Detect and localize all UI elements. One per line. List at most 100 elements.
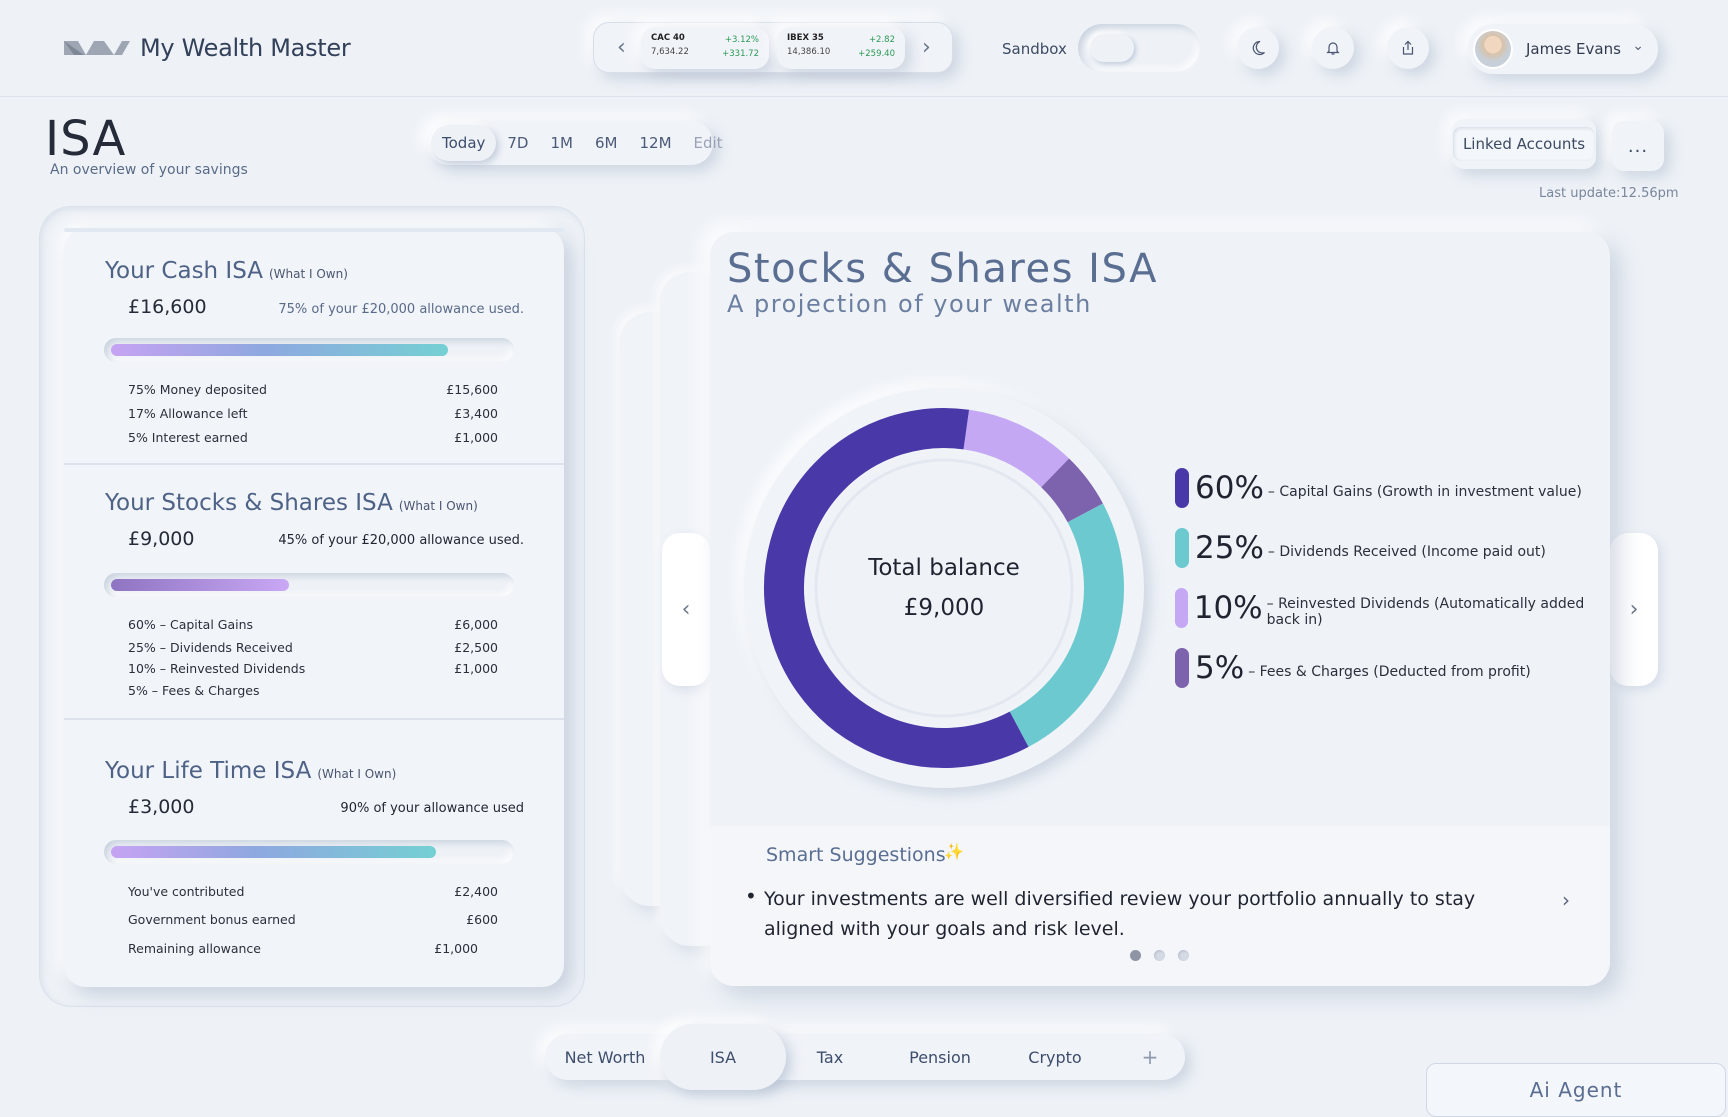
linked-accounts-button[interactable]: Linked Accounts [1452, 119, 1596, 169]
list-item: Government bonus earned £600 [128, 912, 498, 927]
lifetime-isa-section: Your Life Time ISA (What I Own) £3,000 90… [64, 720, 564, 987]
list-item: 10% – Reinvested Dividends £1,000 [128, 661, 498, 676]
progress-fill [111, 846, 436, 858]
card-top-edge [64, 228, 564, 232]
ticker-card-cac40[interactable]: CAC 40 7,634.22 +3.12% +331.72 [641, 27, 769, 69]
list-item: 5% Interest earned £1,000 [128, 430, 498, 445]
cash-isa-amount: £16,600 [128, 296, 207, 318]
lifetime-isa-progress [104, 840, 514, 864]
donut-center: Total balance £9,000 [744, 388, 1144, 788]
list-item: 75% Money deposited £15,600 [128, 382, 498, 397]
row-value: £6,000 [454, 617, 498, 632]
market-ticker: ‹ CAC 40 7,634.22 +3.12% +331.72 IBEX 35… [593, 22, 953, 73]
range-tab-today[interactable]: Today [431, 125, 497, 161]
ai-agent-button[interactable]: Ai Agent [1426, 1063, 1726, 1117]
range-tab-1m[interactable]: 1M [550, 134, 573, 152]
smart-suggestions: Smart Suggestions ✨ • Your investments a… [710, 826, 1610, 986]
row-label: 17% Allowance left [128, 406, 248, 421]
chevron-down-icon: ⌄ [1632, 38, 1644, 54]
range-tab-12m[interactable]: 12M [639, 134, 672, 152]
ticker-card-ibex35[interactable]: IBEX 35 14,386.10 +2.82 +259.40 [777, 27, 905, 69]
legend-desc: – Reinvested Dividends (Automatically ad… [1266, 596, 1585, 628]
user-menu[interactable]: James Evans ⌄ [1468, 24, 1658, 74]
section-divider [64, 718, 564, 720]
stocks-isa-title: Your Stocks & Shares ISA (What I Own) [105, 490, 478, 516]
bullet: • [745, 884, 757, 908]
section-title-text: Your Stocks & Shares ISA [105, 490, 393, 516]
list-item: 5% – Fees & Charges [128, 683, 498, 698]
nav-isa[interactable]: ISA [660, 1024, 786, 1090]
avatar [1473, 29, 1513, 69]
bell-icon[interactable] [1312, 27, 1354, 69]
ticker-next-icon[interactable]: › [922, 35, 931, 60]
range-tab-7d[interactable]: 7D [507, 134, 529, 152]
carousel-next-button[interactable]: › [1610, 533, 1658, 686]
carousel-dot[interactable] [1130, 950, 1141, 961]
ellipsis-icon: ... [1627, 135, 1649, 157]
share-icon[interactable] [1387, 27, 1429, 69]
row-label: 25% – Dividends Received [128, 640, 293, 655]
donut-value: £9,000 [903, 595, 985, 621]
section-tag: (What I Own) [398, 499, 478, 513]
row-value: £3,400 [454, 406, 498, 421]
section-tag: (What I Own) [268, 267, 348, 281]
row-value: £2,500 [454, 640, 498, 655]
carousel-dot[interactable] [1154, 950, 1165, 961]
legend-pct: 5% [1195, 650, 1245, 686]
donut-hole [806, 450, 1082, 726]
row-label: 75% Money deposited [128, 382, 267, 397]
suggestions-title: Smart Suggestions [766, 844, 946, 866]
more-options-button[interactable]: ... [1612, 121, 1664, 171]
stocks-isa-allowance: 45% of your £20,000 allowance used. [278, 533, 524, 548]
list-item: 17% Allowance left £3,400 [128, 406, 498, 421]
nav-net-worth[interactable]: Net Worth [564, 1047, 646, 1067]
donut-segment [764, 408, 1029, 768]
cash-isa-allowance: 75% of your £20,000 allowance used. [278, 302, 524, 317]
app-logo[interactable]: My Wealth Master [64, 33, 351, 63]
legend-desc: – Dividends Received (Income paid out) [1267, 544, 1546, 560]
ticker-change-abs: +259.40 [858, 49, 895, 59]
legend-item: 5% – Fees & Charges (Deducted from profi… [1175, 648, 1531, 688]
page-title: ISA [45, 111, 127, 167]
row-value: £600 [466, 912, 498, 927]
projection-subtitle: A projection of your wealth [727, 290, 1092, 318]
list-item: 60% – Capital Gains £6,000 [128, 617, 498, 632]
stocks-isa-section: Your Stocks & Shares ISA (What I Own) £9,… [64, 465, 564, 698]
chevron-right-icon: › [1629, 597, 1639, 622]
section-tag: (What I Own) [317, 767, 397, 781]
row-value: £1,000 [434, 941, 478, 956]
nav-pension[interactable]: Pension [909, 1047, 971, 1067]
sandbox-toggle[interactable] [1078, 24, 1200, 72]
moon-icon[interactable] [1237, 27, 1279, 69]
ticker-change-abs: +331.72 [722, 49, 759, 59]
ticker-price: 14,386.10 [787, 47, 831, 57]
range-tab-edit[interactable]: Edit [693, 134, 723, 152]
suggestion-next-icon[interactable]: › [1562, 888, 1570, 912]
nav-crypto[interactable]: Crypto [1028, 1047, 1082, 1067]
app-title: My Wealth Master [140, 34, 351, 62]
nav-tax[interactable]: Tax [816, 1047, 844, 1067]
list-item: 25% – Dividends Received £2,500 [128, 640, 498, 655]
legend-desc: – Fees & Charges (Deducted from profit) [1248, 664, 1531, 680]
ticker-prev-icon[interactable]: ‹ [617, 35, 626, 60]
lifetime-isa-amount: £3,000 [128, 796, 195, 818]
row-label: Government bonus earned [128, 912, 296, 927]
legend-swatch [1175, 648, 1189, 688]
row-label: You've contributed [128, 884, 245, 899]
nav-add-button[interactable]: + [1141, 1045, 1159, 1069]
list-item: Remaining allowance £1,000 [128, 941, 478, 956]
legend-swatch [1175, 468, 1189, 508]
legend-desc: – Capital Gains (Growth in investment va… [1267, 484, 1582, 500]
sandbox-label: Sandbox [1002, 40, 1067, 58]
legend-pct: 25% [1195, 530, 1264, 566]
ticker-name: IBEX 35 [787, 33, 824, 43]
carousel-prev-button[interactable]: ‹ [662, 533, 710, 686]
legend-swatch [1175, 588, 1188, 628]
carousel-dot[interactable] [1178, 950, 1189, 961]
time-range-tabs: Today 7D 1M 6M 12M Edit [427, 121, 723, 165]
legend-item: 60% – Capital Gains (Growth in investmen… [1175, 468, 1582, 508]
chevron-left-icon: ‹ [681, 597, 691, 622]
range-tab-6m[interactable]: 6M [594, 134, 618, 152]
logo-mountains-icon [64, 41, 130, 55]
ticker-name: CAC 40 [651, 33, 685, 43]
